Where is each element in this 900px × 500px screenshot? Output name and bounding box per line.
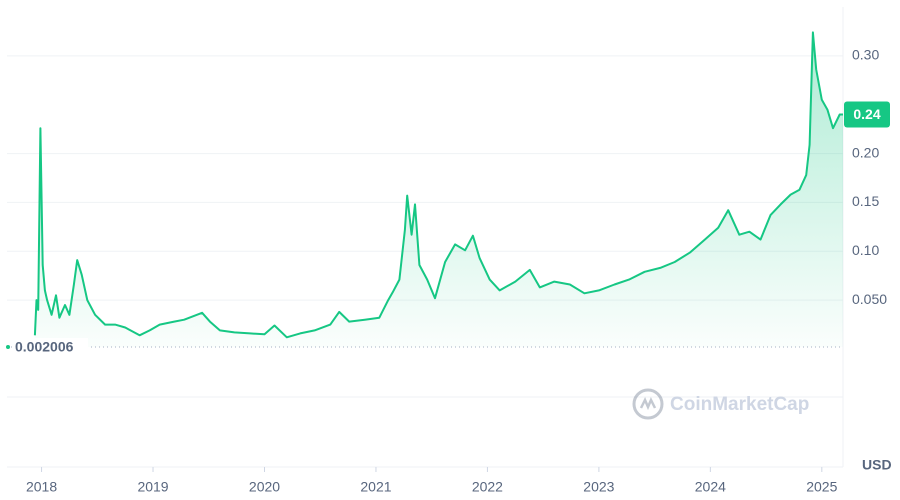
x-tick-label: 2022 bbox=[472, 479, 503, 495]
y-tick-label: 0.30 bbox=[852, 47, 879, 63]
watermark-logo bbox=[632, 388, 664, 420]
current-price-label: 0.24 bbox=[853, 106, 880, 122]
x-tick-label: 2024 bbox=[695, 479, 726, 495]
y-tick-label: 0.10 bbox=[852, 242, 879, 258]
price-line bbox=[33, 31, 843, 339]
currency-label: USD bbox=[862, 457, 892, 473]
x-tick-label: 2020 bbox=[249, 479, 280, 495]
baseline-label-bg bbox=[12, 338, 88, 357]
y-tick-label: 0.20 bbox=[852, 144, 879, 160]
baseline-dot bbox=[6, 345, 10, 350]
y-tick-label: 0.050 bbox=[852, 291, 887, 307]
x-tick-label: 2018 bbox=[26, 479, 57, 495]
watermark: CoinMarketCap bbox=[670, 394, 809, 415]
x-tick-label: 2021 bbox=[360, 479, 391, 495]
x-tick-label: 2023 bbox=[583, 479, 614, 495]
baseline-label: 0.002006 bbox=[15, 339, 74, 355]
current-price-badge bbox=[844, 101, 890, 128]
x-tick-label: 2019 bbox=[137, 479, 168, 495]
y-tick-label: 0.15 bbox=[852, 193, 879, 209]
x-tick-label: 2025 bbox=[806, 479, 837, 495]
